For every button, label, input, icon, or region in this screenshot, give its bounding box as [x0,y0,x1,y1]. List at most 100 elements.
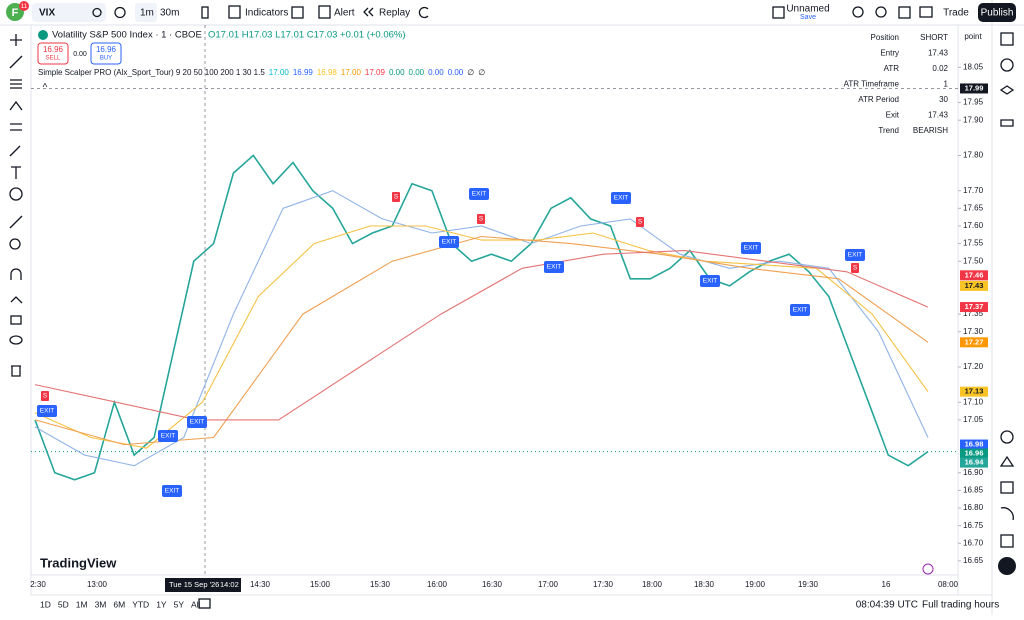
ruler-tool[interactable] [9,215,23,229]
apps-button[interactable] [998,557,1016,575]
indicators[interactable]: Indicators [245,8,288,19]
date-range-icon[interactable] [198,598,211,609]
price-tag-label: 17.27 [965,337,984,346]
sell-marker-label: S [638,219,643,226]
calendar[interactable] [1000,481,1014,494]
visibility-tool[interactable] [9,335,23,345]
exit-label: EXIT [547,264,561,271]
exit-marker [611,192,631,204]
indicator-value: 17.09 [365,68,386,77]
signal[interactable] [1000,507,1014,521]
range-button[interactable]: 1M [76,599,88,609]
x-tick-label: 17:00 [538,580,559,589]
range[interactable]: 30m [160,8,179,19]
sell-marker [636,217,644,227]
flash-icon [922,563,934,575]
y-tick-label: 17.90 [963,115,984,124]
save[interactable]: Save [800,14,816,21]
undo-icon[interactable] [418,6,429,19]
lock-tool[interactable] [10,315,22,325]
x-tick-label: 18:30 [694,580,715,589]
templates-icon[interactable] [291,6,304,19]
y-tick-label: 16.70 [963,538,984,547]
help[interactable] [1000,534,1014,548]
axis-caption: point [964,32,982,41]
price-tag-label: 16.94 [965,458,985,467]
symbol-search[interactable] [32,3,106,22]
indicator-value: 0.00 [428,68,444,77]
zoom-tool[interactable] [9,238,21,250]
y-tick-label: 16.85 [963,485,984,494]
exit-marker [158,430,178,442]
trash-tool[interactable] [11,365,21,377]
y-tick-label: 17.35 [963,309,984,318]
exit-label: EXIT [744,245,758,252]
watchlist[interactable] [1000,32,1014,46]
drawing-toolbar [9,34,23,377]
range-button[interactable]: 5Y [174,599,185,609]
x-tick-label: 13:00 [87,580,108,589]
exit-label: EXIT [848,252,862,259]
range-button[interactable]: 6M [113,599,125,609]
sell-button[interactable] [37,42,69,65]
y-tick-label: 16.90 [963,468,984,477]
indicator-value: 16.99 [293,68,314,77]
snapshot-icon[interactable] [919,6,933,18]
line-tool[interactable] [9,55,23,69]
alert[interactable]: Alert [334,8,355,19]
publish-button[interactable] [978,3,1016,22]
projection-tool[interactable] [10,123,22,131]
price-tag [960,448,988,459]
candle-icon[interactable] [201,6,209,19]
range-button[interactable]: 1Y [156,599,167,609]
y-tick-label: 17.30 [963,327,984,336]
price-tag-label: 17.13 [965,387,984,396]
exit-label: EXIT [614,195,628,202]
brush-tool[interactable] [9,145,21,157]
fib-tool[interactable] [10,79,22,89]
pattern-tool[interactable] [9,100,23,111]
interval: 1m [140,8,154,19]
range-button[interactable]: 5D [58,599,69,609]
add-icon[interactable] [114,6,126,19]
right-sidebar [999,32,1015,548]
chat[interactable] [1000,119,1014,127]
session[interactable]: Full trading hours [922,600,999,611]
range-button[interactable]: 3M [95,599,107,609]
replay-icon [363,7,374,17]
alerts[interactable] [1000,58,1014,72]
range-button[interactable]: YTD [132,599,149,609]
price-tag-label: 17.37 [965,302,984,311]
search-icon[interactable] [852,6,864,18]
exit-label: EXIT [472,191,486,198]
crosshair-tool[interactable] [10,34,22,46]
indicator-value: ∅ [467,68,474,77]
interval-button[interactable] [135,3,157,22]
range-button[interactable]: All [191,599,201,609]
indicator-value: ∅ [478,68,485,77]
target[interactable] [1000,430,1014,444]
range-button[interactable]: 1D [40,599,51,609]
text-tool[interactable] [11,166,21,179]
emoji-tool[interactable] [9,187,23,201]
trade[interactable]: Trade [943,8,969,19]
exit-marker [439,236,459,248]
exit-label: EXIT [190,419,204,426]
lock-drawings[interactable] [10,296,23,304]
buy-button[interactable] [90,42,122,65]
layers[interactable] [999,85,1015,95]
replay[interactable]: Replay [379,8,410,19]
fullscreen-icon[interactable] [898,6,911,19]
indicator-name: Simple Scalper PRO (Alx_Sport_Tour) 9 20… [38,68,265,77]
x-tick-label: 08:00 [938,580,959,589]
settings-icon[interactable] [875,6,887,18]
ohlc: O17.01 H17.03 L17.01 C17.03 +0.01 (+0.06… [208,30,406,41]
magnet-tool[interactable] [10,268,22,280]
layout-name[interactable]: Unnamed [786,4,829,15]
triangle[interactable] [999,455,1015,467]
price-tag-label: 17.99 [965,83,984,92]
x-tick-label: 18:00 [642,580,663,589]
x-tick-label: 17:30 [593,580,614,589]
